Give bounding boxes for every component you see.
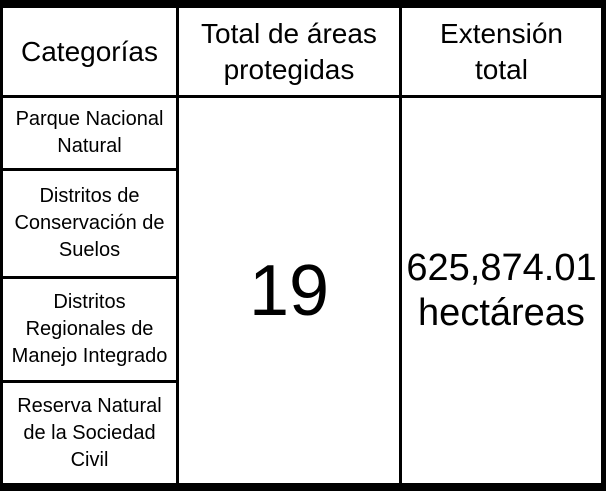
- category-row-distritos-conservacion-suelos: Distritos de Conservación de Suelos: [3, 171, 176, 276]
- total-protected-areas-value: 19: [179, 98, 399, 483]
- category-row-distritos-regionales-manejo-integrado: Distritos Regionales de Manejo Integrado: [3, 279, 176, 380]
- header-total-areas-protegidas: Total de áreas protegidas: [179, 8, 399, 95]
- category-row-parque-nacional-natural: Parque Nacional Natural: [3, 98, 176, 168]
- extension-total-value: 625,874.01 hectáreas: [402, 98, 601, 483]
- category-row-reserva-natural-sociedad-civil: Reserva Natural de la Sociedad Civil: [3, 383, 176, 483]
- header-categorias: Categorías: [3, 8, 176, 95]
- header-extension-total: Extensión total: [402, 8, 601, 95]
